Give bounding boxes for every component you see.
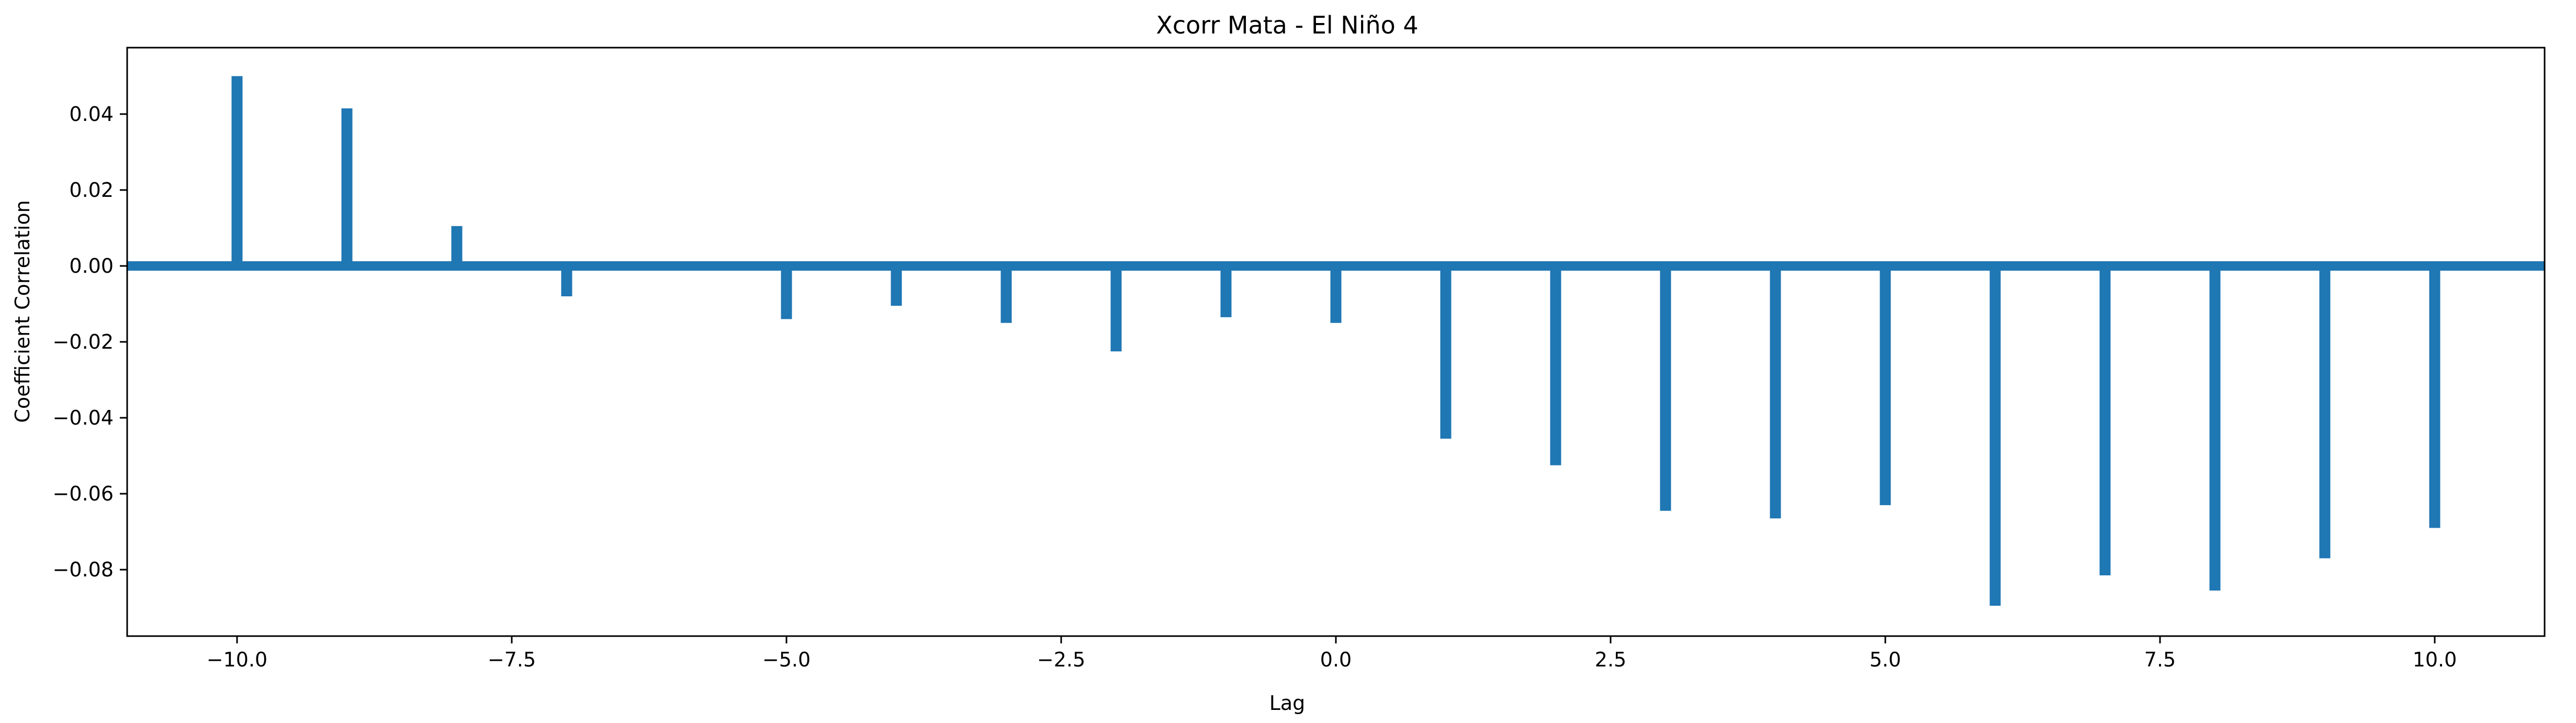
bar-lag-m8 <box>451 226 463 266</box>
bar-lag-3 <box>1660 266 1671 511</box>
bar-lag-6 <box>1989 266 2001 606</box>
bar-lag-1 <box>1440 266 1452 439</box>
bar-lag-4 <box>1770 266 1781 519</box>
chart-title: Xcorr Mata - El Niño 4 <box>1156 11 1418 39</box>
bar-lag-m3 <box>1000 266 1012 323</box>
y-tick-label: 0.04 <box>69 103 114 126</box>
y-tick-label: 0.00 <box>69 254 114 277</box>
bar-lag-2 <box>1550 266 1561 465</box>
y-tick-label: −0.02 <box>53 330 114 353</box>
bar-lag-m5 <box>781 266 792 319</box>
x-axis-label: Lag <box>1269 692 1306 715</box>
bar-lag-m9 <box>341 108 353 266</box>
x-tick-label: 2.5 <box>1595 648 1626 671</box>
y-tick-label: 0.02 <box>69 179 114 202</box>
plot-area: −10.0 −7.5 −5.0 −2.5 0.0 2.5 5.0 7.5 10.0 0.04 0.0… <box>53 47 2546 671</box>
x-tick-label: −2.5 <box>1037 648 1085 671</box>
y-tick-label: −0.04 <box>53 406 114 429</box>
x-tick-label: 7.5 <box>2144 648 2176 671</box>
y-axis-label: Coefficient Correlation <box>11 200 34 422</box>
bar-lag-5 <box>1880 266 1891 505</box>
x-tick-label: 0.0 <box>1320 648 1352 671</box>
bar-lag-0 <box>1330 266 1342 323</box>
bar-lag-9 <box>2319 266 2331 559</box>
bar-lag-7 <box>2099 266 2111 575</box>
bar-lag-m7 <box>561 266 572 296</box>
x-tick-label: −5.0 <box>762 648 811 671</box>
bar-lag-m4 <box>891 266 902 306</box>
x-tick-label: 10.0 <box>2413 648 2457 671</box>
bar-lag-m10 <box>231 76 243 266</box>
x-tick-label: 5.0 <box>1870 648 1901 671</box>
x-tick-label: −10.0 <box>207 648 267 671</box>
bar-lag-m1 <box>1220 266 1232 317</box>
bar-lag-m2 <box>1110 266 1122 352</box>
bar-lag-10 <box>2429 266 2440 528</box>
y-tick-label: −0.06 <box>53 482 114 505</box>
x-tick-label: −7.5 <box>488 648 536 671</box>
y-tick-label: −0.08 <box>53 558 114 581</box>
bar-lag-8 <box>2209 266 2221 591</box>
